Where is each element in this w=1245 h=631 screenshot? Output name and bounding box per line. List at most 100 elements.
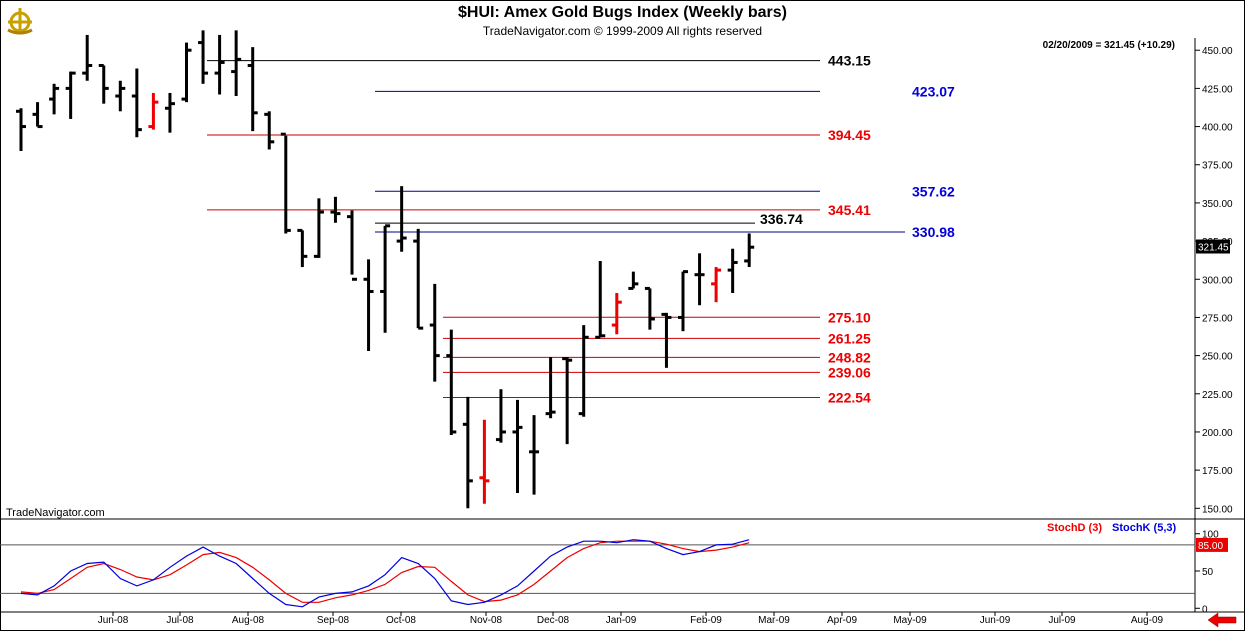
ohlc-bar	[363, 259, 374, 352]
ohlc-bar	[661, 312, 672, 368]
ohlc-bar	[181, 42, 192, 103]
ohlc-bar	[495, 389, 506, 443]
ohlc-bar	[694, 253, 705, 306]
ohlc-bar	[413, 228, 424, 330]
ohlc-bar	[727, 248, 738, 294]
chart-subtitle: TradeNavigator.com © 1999-2009 All right…	[482, 24, 763, 38]
ohlc-bar	[214, 34, 225, 95]
y-tick-label: 225.00	[1202, 390, 1233, 401]
ohlc-bar	[16, 108, 26, 151]
ohlc-bar	[678, 270, 688, 332]
y-tick-label: 400.00	[1202, 123, 1233, 134]
y-tick-label: 150.00	[1202, 504, 1233, 515]
level-label-222.54: 222.54	[828, 390, 871, 406]
ohlc-bar	[198, 30, 209, 84]
ohlc-bar	[32, 102, 43, 129]
ohlc-bar	[264, 111, 275, 150]
ohlc-bar	[628, 271, 639, 290]
level-label-423.07: 423.07	[912, 83, 955, 99]
overbought-label: 85.00	[1198, 541, 1223, 552]
y-tick-label: 375.00	[1202, 161, 1233, 172]
ohlc-bar	[131, 68, 142, 138]
x-tick-label: Aug-08	[232, 615, 265, 626]
ohlc-bar	[429, 283, 440, 382]
ohlc-bar	[380, 224, 391, 333]
ohlc-bar	[462, 396, 473, 509]
ohlc-bar	[529, 415, 540, 495]
level-label-394.45: 394.45	[828, 127, 871, 143]
ohlc-bar	[611, 293, 622, 335]
x-tick-label: May-09	[893, 615, 927, 626]
x-tick-label: Jun-08	[98, 615, 129, 626]
ohlc-bar	[711, 267, 722, 303]
ohlc-bar	[247, 47, 258, 132]
ohlc-bar	[644, 286, 655, 330]
last-price-label: 321.45	[1198, 243, 1229, 254]
date-readout: 02/20/2009 = 321.45 (+10.29)	[1043, 40, 1175, 51]
stochK-line	[20, 539, 750, 608]
ohlc-bar	[313, 198, 324, 258]
level-label-443.15: 443.15	[828, 53, 871, 69]
ohlc-bar	[148, 92, 159, 130]
stochD-legend: StochD (3)	[1047, 522, 1102, 534]
y-tick-label: 350.00	[1202, 199, 1233, 210]
ohlc-bar	[49, 83, 60, 115]
ohlc-bar	[744, 233, 755, 268]
last-price-box	[1196, 239, 1230, 254]
ohlc-bar	[446, 329, 457, 436]
stoch-tick-label: 50	[1202, 567, 1214, 578]
ohlc-bar	[82, 34, 93, 81]
y-tick-label: 250.00	[1202, 352, 1233, 363]
level-label-345.41: 345.41	[828, 202, 871, 218]
x-tick-label: Sep-08	[317, 615, 350, 626]
x-tick-label: Aug-09	[1131, 615, 1164, 626]
x-tick-label: Apr-09	[827, 615, 857, 626]
ohlc-bar	[115, 80, 126, 112]
ohlc-bar	[231, 30, 242, 97]
y-tick-label: 450.00	[1202, 46, 1233, 57]
level-label-357.62: 357.62	[912, 183, 955, 199]
y-tick-label: 200.00	[1202, 428, 1233, 439]
stoch-tick-label: 100	[1202, 530, 1219, 541]
y-tick-label: 300.00	[1202, 275, 1233, 286]
watermark-text: TradeNavigator.com	[6, 507, 105, 519]
scroll-left-arrow-icon[interactable]	[1207, 612, 1237, 628]
x-tick-label: Mar-09	[758, 615, 790, 626]
ohlc-bar	[98, 63, 109, 104]
x-tick-label: Jan-09	[606, 615, 637, 626]
ohlc-bar	[578, 325, 589, 417]
x-tick-label: Jul-09	[1048, 615, 1076, 626]
ohlc-bar	[479, 419, 490, 504]
level-label-275.10: 275.10	[828, 309, 871, 325]
x-tick-label: Jun-09	[980, 615, 1011, 626]
ohlc-bar	[164, 92, 175, 133]
ohlc-bar	[562, 357, 573, 445]
ohlc-bar	[330, 196, 341, 223]
level-label-336.74: 336.74	[760, 211, 803, 227]
ship-wheel-logo-icon	[7, 8, 33, 35]
x-tick-label: Oct-08	[386, 615, 416, 626]
level-label-330.98: 330.98	[912, 224, 955, 240]
x-tick-label: Feb-09	[690, 615, 722, 626]
x-tick-label: Dec-08	[537, 615, 570, 626]
y-tick-label: 175.00	[1202, 466, 1233, 477]
y-tick-label: 425.00	[1202, 84, 1233, 95]
ohlc-bar	[280, 132, 291, 234]
level-label-261.25: 261.25	[828, 330, 871, 346]
ohlc-bar	[595, 260, 606, 339]
level-label-239.06: 239.06	[828, 364, 871, 380]
x-tick-label: Nov-08	[470, 615, 503, 626]
overbought-box	[1196, 537, 1228, 552]
ohlc-bar	[347, 210, 357, 281]
ohlc-bar	[545, 357, 556, 419]
stochK-legend: StochK (5,3)	[1112, 522, 1177, 534]
stoch-tick-label: 0	[1202, 604, 1208, 615]
ohlc-bar	[297, 228, 308, 268]
x-tick-label: Jul-08	[166, 615, 194, 626]
level-label-248.82: 248.82	[828, 349, 871, 365]
ohlc-bar	[512, 399, 523, 494]
ohlc-bar	[396, 186, 407, 252]
ohlc-bar	[65, 71, 76, 119]
